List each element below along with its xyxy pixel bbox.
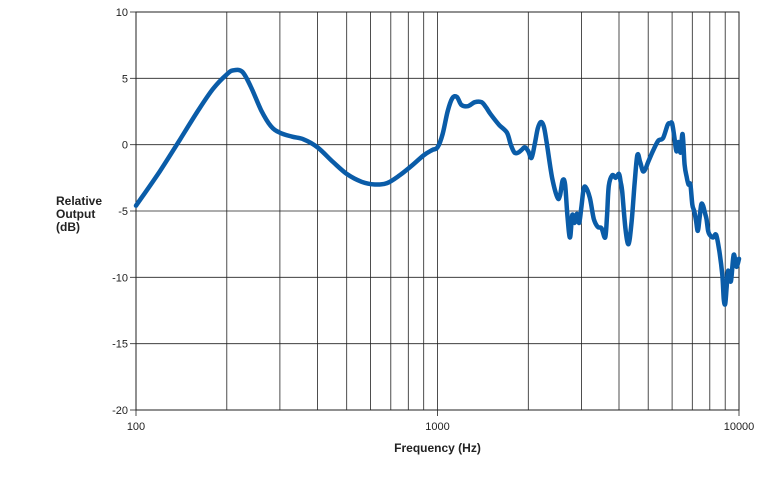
y-tick-label: 0: [122, 140, 128, 152]
y-tick-labels: 10 5 0 -5 -10 -15 -20: [112, 7, 136, 417]
y-axis-title-line-1: Relative: [56, 194, 103, 208]
x-tick-label: 10000: [724, 421, 755, 433]
x-axis-title: Frequency (Hz): [394, 441, 481, 455]
y-tick-label: -5: [118, 206, 128, 218]
y-tick-label: -15: [112, 339, 128, 351]
x-tick-label: 100: [127, 421, 145, 433]
y-axis-title-line-2: Output: [56, 207, 96, 221]
y-tick-label: 10: [116, 7, 128, 19]
y-tick-label: 5: [122, 73, 128, 85]
x-tick-label: 1000: [425, 421, 449, 433]
series-line: [133, 67, 742, 307]
y-axis-title-line-3: (dB): [56, 220, 80, 234]
y-tick-label: -10: [112, 272, 128, 284]
y-tick-label: -20: [112, 405, 128, 417]
x-tick-labels: 100 1000 10000: [127, 410, 754, 433]
